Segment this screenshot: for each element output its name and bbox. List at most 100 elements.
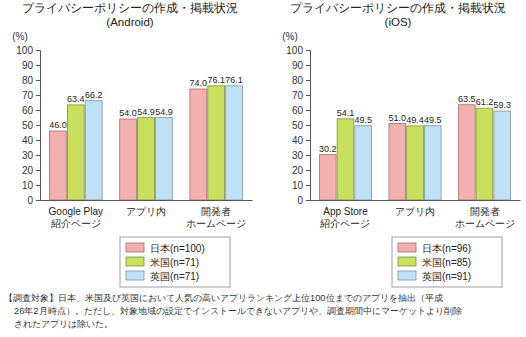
y-tick-mark bbox=[36, 200, 40, 201]
bar bbox=[226, 86, 243, 200]
y-tick-mark bbox=[306, 125, 310, 126]
y-tick: 60 bbox=[292, 105, 310, 116]
bar bbox=[407, 126, 424, 200]
y-tick: 0 bbox=[27, 195, 40, 206]
legend-swatch bbox=[398, 243, 416, 252]
y-tick-mark bbox=[36, 65, 40, 66]
y-tick-label: 70 bbox=[22, 90, 34, 101]
bar bbox=[355, 126, 372, 200]
title: プライバシーポリシーの作成・掲載状況 bbox=[22, 1, 238, 14]
data-label: 63.4 bbox=[67, 94, 85, 104]
y-tick-label: 30 bbox=[22, 150, 34, 161]
x-tick: App Store紹介ページ bbox=[319, 200, 370, 229]
legend-box bbox=[392, 237, 502, 287]
y-tick-label: 20 bbox=[22, 165, 34, 176]
y-tick-label: 40 bbox=[22, 135, 34, 146]
y-tick-label: 80 bbox=[292, 75, 304, 86]
y-tick-label: 50 bbox=[292, 120, 304, 131]
y-tick-label: 20 bbox=[292, 165, 304, 176]
y-tick: 70 bbox=[292, 90, 310, 101]
data-label: 61.2 bbox=[476, 97, 494, 107]
x-tick-label-line: 紹介ページ bbox=[319, 218, 370, 229]
y-tick-label: 0 bbox=[297, 195, 303, 206]
y-tick-mark bbox=[306, 140, 310, 141]
title: プライバシーポリシーの作成・掲載状況 bbox=[290, 1, 506, 14]
y-tick: 60 bbox=[22, 105, 40, 116]
y-tick-label: 90 bbox=[22, 60, 34, 71]
x-axis-line bbox=[311, 200, 521, 201]
y-tick-mark bbox=[36, 185, 40, 186]
legend-box bbox=[120, 237, 230, 287]
y-tick-label: 60 bbox=[292, 105, 304, 116]
y-tick: 30 bbox=[22, 150, 40, 161]
x-tick-label-line: ホームページ bbox=[186, 218, 246, 229]
y-tick-label: 80 bbox=[22, 75, 34, 86]
x-tick-label: App Store紹介ページ bbox=[319, 206, 370, 229]
x-tick-label: Google Play紹介ページ bbox=[49, 206, 103, 229]
data-label: 30.2 bbox=[319, 144, 337, 154]
y-tick-mark bbox=[36, 80, 40, 81]
bar bbox=[458, 105, 475, 200]
y-tick-mark bbox=[306, 185, 310, 186]
bar bbox=[389, 124, 406, 201]
y-tick-label: 10 bbox=[22, 180, 34, 191]
x-tick: 開発者ホームページ bbox=[186, 200, 246, 229]
y-tick-mark bbox=[306, 110, 310, 111]
y-axis: 0 10 20 30 40 50 60 70 80 90 100 bbox=[16, 45, 40, 206]
x-tick-label-line: 開発者 bbox=[470, 206, 500, 217]
chart: プライバシーポリシーの作成・掲載状況(iOS)(%)01020304050607… bbox=[282, 1, 520, 287]
y-tick: 20 bbox=[22, 165, 40, 176]
bar bbox=[67, 105, 84, 200]
bar bbox=[155, 118, 172, 200]
data-label: 49.4 bbox=[406, 115, 424, 125]
note-line: されたアプリは除いた。 bbox=[14, 319, 113, 329]
note-line: 26年2月時点）。ただし、対象地域の設定でインストールできないアプリや、調査期間… bbox=[14, 306, 462, 316]
legend-swatch bbox=[126, 271, 144, 280]
legend-swatch bbox=[398, 257, 416, 266]
legend-label: 米国(n=71) bbox=[150, 257, 199, 268]
x-axis-line bbox=[41, 200, 253, 201]
bar bbox=[208, 86, 225, 200]
y-axis-line bbox=[306, 51, 311, 201]
y-tick: 40 bbox=[22, 135, 40, 146]
y-tick: 80 bbox=[22, 75, 40, 86]
subtitle: (Android) bbox=[106, 16, 153, 28]
y-tick-label: 100 bbox=[16, 45, 33, 56]
legend-label: 日本(n=96) bbox=[422, 243, 471, 254]
legend-swatch bbox=[126, 257, 144, 266]
y-tick-mark bbox=[306, 65, 310, 66]
y-tick-label: 100 bbox=[286, 45, 303, 56]
y-tick-mark bbox=[306, 155, 310, 156]
data-label: 76.1 bbox=[225, 75, 243, 85]
legend-label: 英国(n=91) bbox=[422, 271, 471, 282]
y-tick: 20 bbox=[292, 165, 310, 176]
y-tick-label: 70 bbox=[292, 90, 304, 101]
data-label: 49.5 bbox=[424, 115, 442, 125]
y-tick-label: 50 bbox=[22, 120, 34, 131]
x-tick-label: アプリ内 bbox=[126, 206, 166, 217]
data-label: 66.2 bbox=[85, 90, 103, 100]
x-tick-label: 開発者ホームページ bbox=[186, 206, 246, 229]
y-tick: 80 bbox=[292, 75, 310, 86]
data-label: 74.0 bbox=[190, 78, 208, 88]
bar bbox=[49, 131, 66, 200]
y-tick-mark bbox=[36, 155, 40, 156]
x-tick-label-line: 開発者 bbox=[201, 206, 231, 217]
y-tick-mark bbox=[36, 170, 40, 171]
y-tick: 50 bbox=[292, 120, 310, 131]
x-axis: Google Play紹介ページ アプリ内 開発者ホームページ bbox=[41, 200, 253, 229]
bar bbox=[337, 119, 354, 200]
y-tick-mark bbox=[36, 140, 40, 141]
y-tick-label: 90 bbox=[292, 60, 304, 71]
legend-label: 日本(n=100) bbox=[150, 243, 205, 254]
y-axis-label: (%) bbox=[282, 31, 298, 42]
data-label: 76.1 bbox=[207, 75, 225, 85]
x-tick-label-line: App Store bbox=[323, 206, 368, 217]
data-label: 54.9 bbox=[155, 107, 173, 117]
y-tick: 10 bbox=[292, 180, 310, 191]
x-tick: アプリ内 bbox=[395, 200, 435, 217]
data-label: 51.0 bbox=[389, 113, 407, 123]
x-tick-label-line: アプリ内 bbox=[395, 206, 435, 217]
legend: 日本(n=100)米国(n=71)英国(n=71) bbox=[120, 237, 230, 287]
x-tick-label-line: ホームページ bbox=[455, 218, 515, 229]
